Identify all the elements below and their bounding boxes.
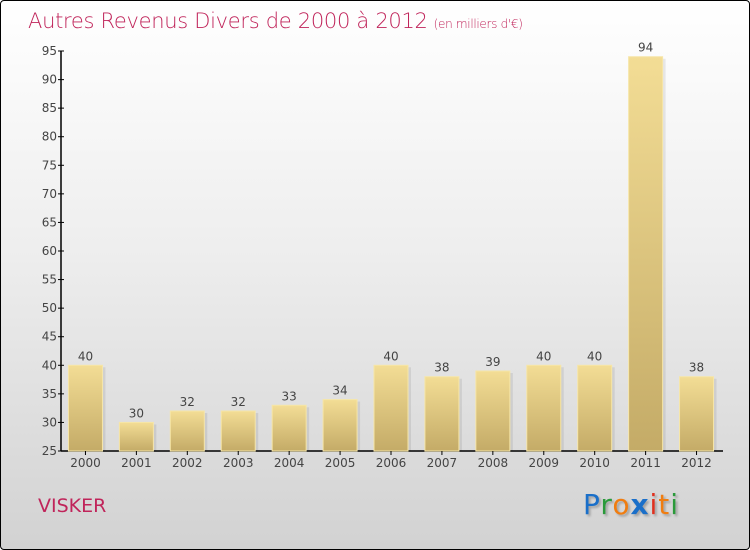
y-tick-label: 60 [42,244,57,258]
y-tick-label: 50 [42,301,57,315]
y-tick-label: 25 [42,444,57,458]
x-tick-label: 2000 [70,456,101,470]
bar-value-label: 38 [689,361,704,375]
bar-value-label: 40 [536,349,551,363]
y-tick-label: 55 [42,273,57,287]
x-tick-label: 2008 [478,456,509,470]
bar-2005 [322,399,358,452]
y-tick-label: 95 [42,44,57,58]
x-tick-label: 2005 [325,456,356,470]
bar-value-label: 40 [78,349,93,363]
bar-2003 [220,410,256,452]
bar-2012 [679,376,715,452]
y-tick-label: 70 [42,187,57,201]
y-tick-label: 65 [42,215,57,229]
bar-value-label: 30 [129,406,144,420]
bar-2008 [475,370,511,452]
town-name: VISKER [38,495,107,517]
bar-2004 [271,404,307,452]
x-tick-label: 2006 [376,456,407,470]
bar-2002 [169,410,205,452]
y-tick-label: 35 [42,387,57,401]
bar-value-label: 32 [180,395,195,409]
bar-value-label: 39 [485,355,500,369]
y-tick-label: 30 [42,415,57,429]
bar-2009 [526,364,562,452]
bar-2001 [118,421,154,452]
unit-label: (en milliers d'€) [433,17,523,31]
x-tick-label: 2011 [630,456,661,470]
y-tick-label: 40 [42,358,57,372]
y-tick-label: 80 [42,130,57,144]
x-tick-label: 2002 [172,456,203,470]
x-tick-label: 2003 [223,456,254,470]
bar-value-label: 34 [332,384,347,398]
y-tick-label: 45 [42,330,57,344]
x-tick-label: 2010 [579,456,610,470]
bar-2011 [628,56,664,452]
proxiti-logo: Proxiti [583,488,680,521]
bar-value-label: 32 [231,395,246,409]
bar-2006 [373,364,409,452]
bar-value-label: 94 [638,41,653,55]
bar-value-label: 40 [383,349,398,363]
y-tick-label: 90 [42,73,57,87]
x-tick-label: 2007 [427,456,458,470]
bar-2010 [577,364,613,452]
bar-value-label: 38 [434,361,449,375]
y-tick-label: 85 [42,101,57,115]
bar-value-label: 40 [587,349,602,363]
x-tick-label: 2001 [121,456,152,470]
bar-2007 [424,376,460,452]
bar-value-label: 33 [282,389,297,403]
x-tick-label: 2004 [274,456,305,470]
y-tick-label: 75 [42,158,57,172]
bar-2000 [67,364,103,452]
x-tick-label: 2009 [528,456,559,470]
chart-title-text: Autres Revenus Divers de 2000 à 2012 [28,9,428,33]
x-tick-label: 2012 [681,456,712,470]
chart-title: Autres Revenus Divers de 2000 à 2012 (en … [28,9,523,33]
